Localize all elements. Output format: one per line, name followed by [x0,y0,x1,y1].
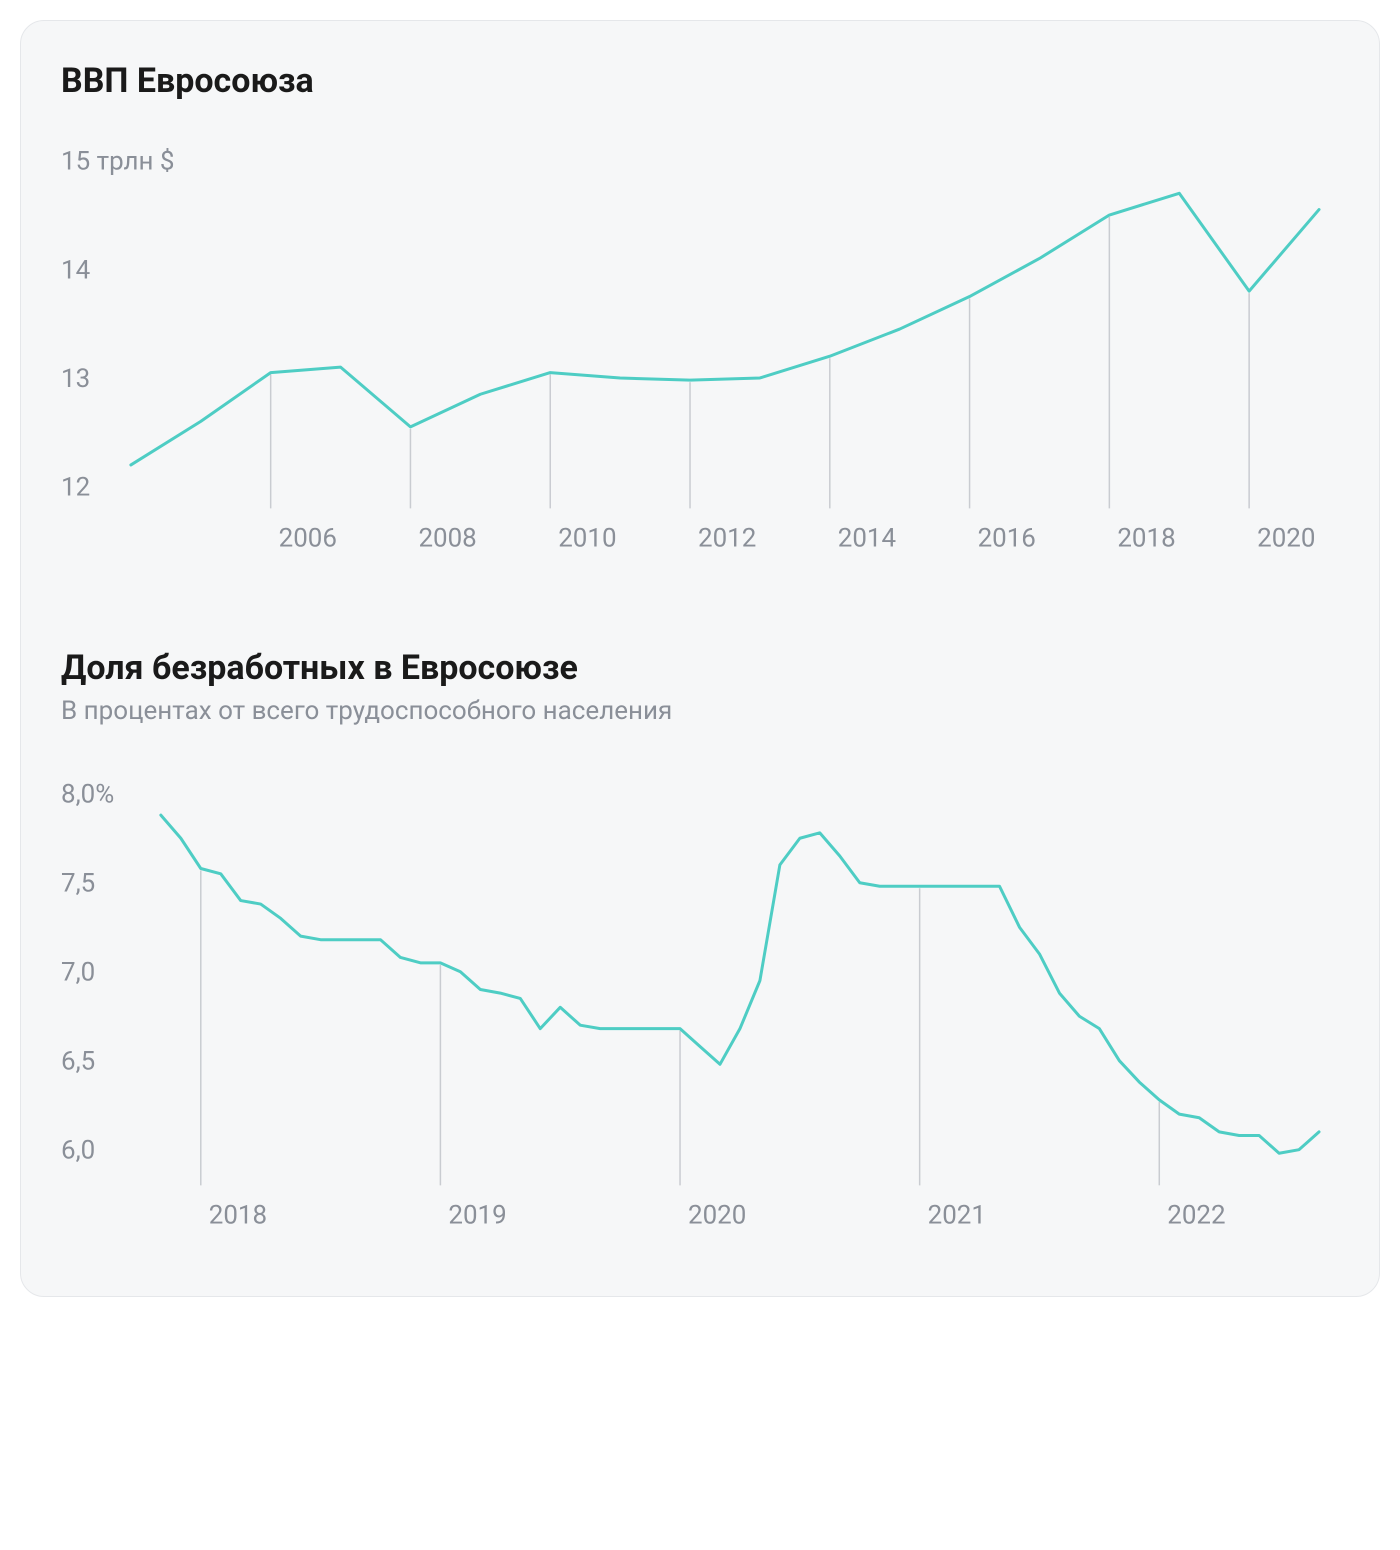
x-axis-label: 2014 [838,523,896,553]
y-axis-label: 13 [61,364,90,394]
y-axis-label: 8,0% [61,780,114,810]
x-axis-label: 2016 [978,523,1036,553]
gdp-chart-wrap: 12 13 14 15 трлн $ 2006 2008 2010 2012 2014 2016 2… [61,109,1339,568]
unemp-chart-title: Доля безработных в Евросоюзе [61,648,1339,688]
gdp-chart: 12 13 14 15 трлн $ 2006 2008 2010 2012 2014 2016 2… [61,109,1339,568]
unemp-chart-subtitle: В процентах от всего трудоспособного нас… [61,696,1339,726]
x-axis-label: 2018 [209,1201,267,1231]
y-axis-label: 6,0 [61,1136,95,1166]
y-axis-label: 7,5 [61,869,95,899]
y-axis-label: 15 трлн $ [61,147,174,177]
x-axis-label: 2018 [1117,523,1175,553]
x-axis-label: 2021 [928,1201,986,1231]
y-axis-label: 14 [61,255,90,285]
x-axis-label: 2020 [688,1201,746,1231]
x-axis-label: 2006 [279,523,337,553]
line-series [131,193,1319,465]
gdp-chart-block: ВВП Евросоюза 12 13 14 15 трлн $ 2006 2008 201… [61,61,1339,568]
y-axis-label: 12 [61,473,90,503]
x-axis-label: 2020 [1257,523,1315,553]
unemp-chart-wrap: 6,0 6,5 7,0 7,5 8,0% 2018 2019 2020 2021 2022 [61,746,1339,1245]
x-axis-label: 2022 [1167,1201,1225,1231]
stats-card: ВВП Евросоюза 12 13 14 15 трлн $ 2006 2008 201… [20,20,1380,1297]
gdp-chart-title: ВВП Евросоюза [61,61,1339,101]
y-axis-label: 7,0 [61,958,95,988]
unemp-chart-block: Доля безработных в Евросоюзе В процентах… [61,648,1339,1245]
x-axis-label: 2008 [418,523,476,553]
line-series [161,815,1319,1153]
unemp-chart: 6,0 6,5 7,0 7,5 8,0% 2018 2019 2020 2021 2022 [61,746,1339,1245]
x-axis-label: 2019 [448,1201,506,1231]
y-axis-label: 6,5 [61,1047,95,1077]
x-axis-label: 2010 [558,523,616,553]
x-axis-label: 2012 [698,523,756,553]
